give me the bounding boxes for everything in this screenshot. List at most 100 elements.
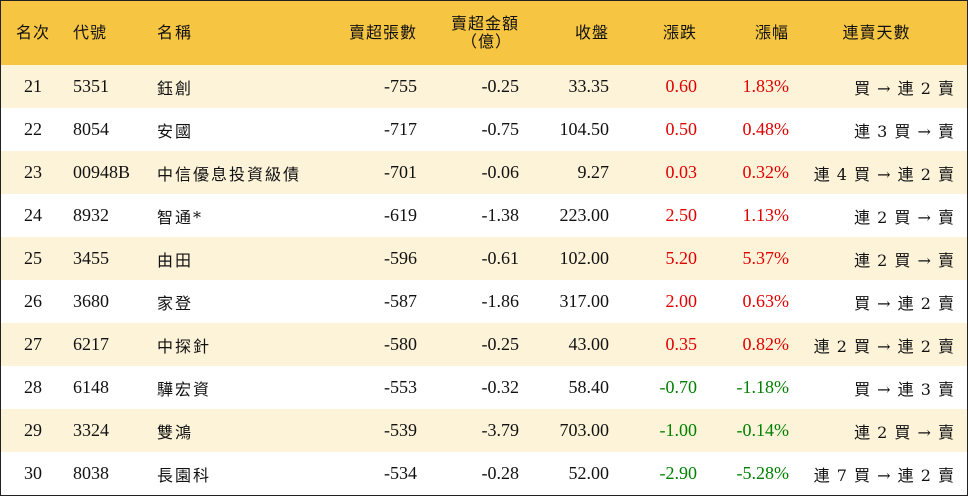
- cell-net-sell-amount: -1.86: [481, 291, 520, 311]
- cell-close: 9.27: [577, 162, 610, 182]
- cell-code: 6217: [73, 334, 109, 354]
- cell-close: 52.00: [568, 463, 610, 483]
- header-net-sell-amount-line2: （億）: [460, 32, 512, 51]
- cell-name: 中探針: [157, 336, 212, 356]
- cell-close: 104.50: [559, 119, 610, 139]
- cell-code: 8038: [73, 463, 109, 483]
- cell-rank: 30: [24, 463, 42, 483]
- cell-streak: 買 → 連 2 賣: [854, 293, 955, 313]
- cell-change-pct: 1.13%: [742, 205, 790, 225]
- cell-net-sell-amount: -0.75: [481, 119, 520, 139]
- cell-net-sell-amount: -0.32: [481, 377, 520, 397]
- cell-change: -2.90: [659, 463, 698, 483]
- cell-net-sell-amount: -0.06: [481, 162, 520, 182]
- cell-net-sell-lots: -534: [384, 463, 417, 483]
- cell-net-sell-lots: -596: [384, 248, 417, 268]
- cell-rank: 29: [24, 420, 42, 440]
- cell-streak: 連 2 買 → 連 2 賣: [813, 336, 955, 356]
- cell-rank: 21: [24, 76, 42, 96]
- cell-net-sell-lots: -701: [384, 162, 417, 182]
- cell-net-sell-lots: -755: [384, 76, 417, 96]
- cell-net-sell-lots: -580: [384, 334, 417, 354]
- cell-close: 102.00: [559, 248, 610, 268]
- header-rank: 名次: [15, 23, 50, 42]
- table-row: 21 5351 鈺創 -755 -0.25 33.35 0.60 1.83% 買 → 連 2 賣: [1, 65, 967, 108]
- cell-name: 長園科: [157, 465, 212, 485]
- header-net-sell-amount-line1: 賣超金額: [450, 14, 519, 33]
- cell-rank: 26: [24, 291, 42, 311]
- cell-streak: 連 2 買 → 賣: [854, 422, 955, 442]
- table-row: 30 8038 長園科 -534 -0.28 52.00 -2.90 -5.28% 連 7 買 …: [1, 452, 967, 495]
- cell-change-pct: 1.83%: [742, 76, 790, 96]
- table-row: 24 8932 智通* -619 -1.38 223.00 2.50 1.13% 連 2 買 →…: [1, 194, 967, 237]
- cell-change: -0.70: [659, 377, 698, 397]
- cell-code: 5351: [73, 76, 109, 96]
- cell-change-pct: -5.28%: [736, 463, 790, 483]
- header-change-pct: 漲幅: [754, 23, 789, 42]
- table-row: 27 6217 中探針 -580 -0.25 43.00 0.35 0.82% 連 2 買 → …: [1, 323, 967, 366]
- cell-rank: 25: [24, 248, 42, 268]
- header-name: 名稱: [157, 23, 194, 42]
- table-row: 25 3455 由田 -596 -0.61 102.00 5.20 5.37% 連 2 買 → …: [1, 237, 967, 280]
- table-row: 29 3324 雙鴻 -539 -3.79 703.00 -1.00 -0.14% 連 2 買 …: [1, 409, 967, 452]
- cell-name: 雙鴻: [157, 422, 194, 442]
- cell-streak: 買 → 連 2 賣: [854, 78, 955, 98]
- cell-change: 0.60: [665, 76, 698, 96]
- cell-change-pct: 0.32%: [742, 162, 790, 182]
- cell-rank: 28: [24, 377, 42, 397]
- cell-name: 由田: [157, 250, 194, 270]
- cell-code: 6148: [73, 377, 109, 397]
- header-close: 收盤: [574, 23, 609, 42]
- cell-change: 5.20: [665, 248, 698, 268]
- cell-change: 2.00: [665, 291, 698, 311]
- cell-close: 33.35: [568, 76, 610, 96]
- cell-code: 8932: [73, 205, 109, 225]
- cell-code: 3680: [73, 291, 109, 311]
- header-code: 代號: [73, 23, 108, 42]
- cell-close: 43.00: [568, 334, 610, 354]
- cell-rank: 23: [24, 162, 42, 182]
- cell-net-sell-amount: -0.25: [481, 334, 520, 354]
- cell-net-sell-lots: -553: [384, 377, 417, 397]
- cell-streak: 連 7 買 → 連 2 賣: [813, 465, 955, 485]
- cell-change: 0.03: [665, 162, 698, 182]
- cell-rank: 22: [24, 119, 42, 139]
- table-row: 22 8054 安國 -717 -0.75 104.50 0.50 0.48% 連 3 買 → …: [1, 108, 967, 151]
- cell-close: 58.40: [568, 377, 610, 397]
- cell-close: 317.00: [559, 291, 610, 311]
- cell-change-pct: 0.48%: [742, 119, 790, 139]
- cell-net-sell-amount: -1.38: [481, 205, 520, 225]
- header-net-sell-amount: 賣超金額 （億）: [425, 1, 527, 65]
- header-change: 漲跌: [662, 23, 697, 42]
- table-row: 23 00948B 中信優息投資級債 -701 -0.06 9.27 0.03 0.32% 連 …: [1, 151, 967, 194]
- cell-change: 2.50: [665, 205, 698, 225]
- cell-name: 智通*: [157, 207, 204, 227]
- header-net-sell-lots: 賣超張數: [348, 23, 417, 42]
- cell-change: -1.00: [659, 420, 698, 440]
- cell-net-sell-lots: -587: [384, 291, 417, 311]
- cell-streak: 連 2 買 → 賣: [854, 250, 955, 270]
- cell-change: 0.35: [665, 334, 698, 354]
- cell-streak: 連 4 買 → 連 2 賣: [813, 164, 955, 184]
- cell-change: 0.50: [665, 119, 698, 139]
- cell-code: 8054: [73, 119, 109, 139]
- cell-name: 家登: [157, 293, 194, 313]
- cell-code: 3324: [73, 420, 109, 440]
- cell-name: 安國: [157, 121, 194, 141]
- cell-streak: 連 2 買 → 賣: [854, 207, 955, 227]
- header-streak: 連賣天數: [842, 23, 911, 42]
- table-header-row: 名次 代號 名稱 賣超張數 賣超金額 （億） 收盤 漲跌 漲幅 連賣天數: [1, 1, 967, 65]
- cell-net-sell-lots: -619: [384, 205, 417, 225]
- cell-change-pct: 0.82%: [742, 334, 790, 354]
- cell-streak: 連 3 買 → 賣: [854, 121, 955, 141]
- cell-rank: 24: [24, 205, 42, 225]
- cell-net-sell-amount: -0.28: [481, 463, 520, 483]
- cell-change-pct: -0.14%: [736, 420, 790, 440]
- cell-code: 3455: [73, 248, 109, 268]
- table-row: 28 6148 驊宏資 -553 -0.32 58.40 -0.70 -1.18% 買 → 連 …: [1, 366, 967, 409]
- cell-net-sell-lots: -539: [384, 420, 417, 440]
- cell-close: 223.00: [559, 205, 610, 225]
- cell-net-sell-amount: -0.61: [481, 248, 520, 268]
- cell-close: 703.00: [559, 420, 610, 440]
